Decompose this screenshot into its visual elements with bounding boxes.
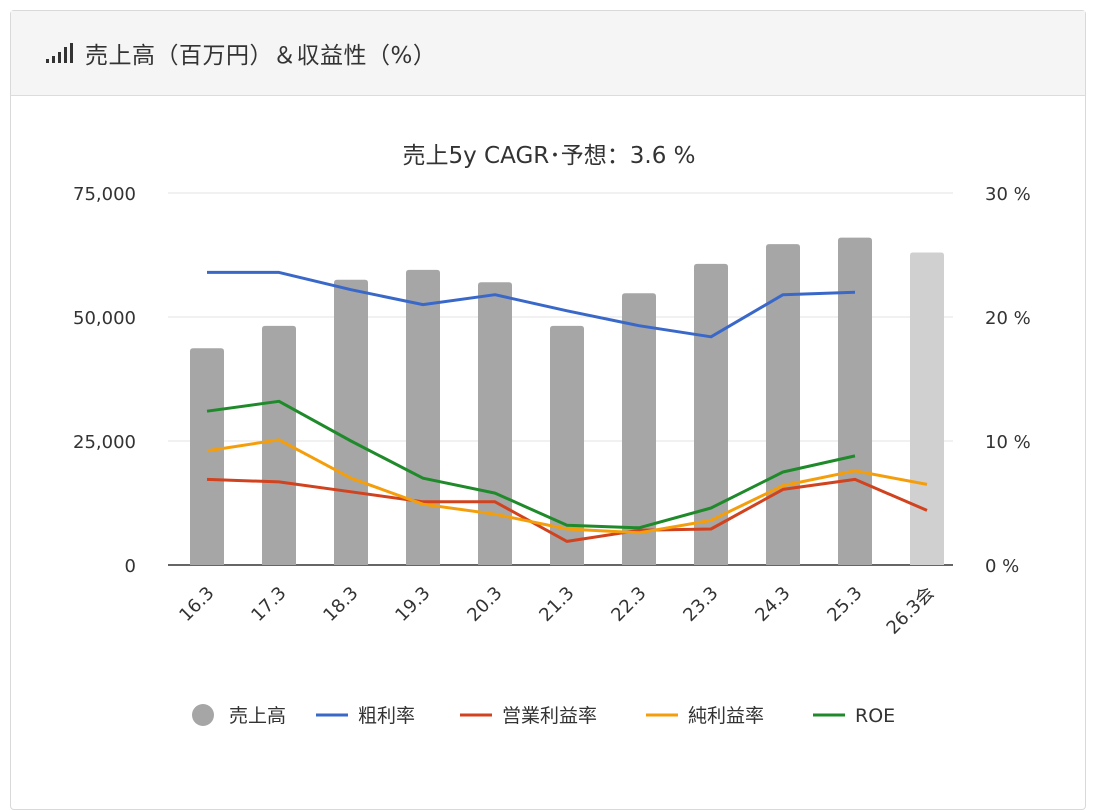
card-title: 売上高（百万円）＆収益性（%） — [85, 43, 437, 69]
signal-bars-icon — [46, 43, 73, 63]
legend-item[interactable]: ROE — [813, 705, 895, 727]
series-line-ROE[interactable] — [206, 399, 856, 530]
x-axis-tick-label: 25.3 — [823, 583, 866, 626]
sales-bar[interactable] — [622, 293, 656, 565]
left-axis-tick-label: 50,000 — [73, 308, 136, 329]
x-axis-tick-label: 23.3 — [679, 583, 722, 626]
chart-title: 売上5y CAGR･予想：3.6 % — [403, 143, 696, 169]
legend-label: ROE — [855, 705, 895, 727]
sales-bar[interactable] — [766, 244, 800, 565]
legend-label: 売上高 — [229, 705, 286, 727]
series-line-純利益率[interactable] — [206, 438, 928, 535]
sales-bar[interactable] — [838, 237, 872, 565]
chart-area: 売上5y CAGR･予想：3.6 % 0 25,000 50,000 75,000 0… — [0, 86, 1094, 805]
x-axis-tick-label: 20.3 — [463, 583, 506, 626]
legend-label: 粗利率 — [358, 705, 415, 727]
x-axis-tick-label: 17.3 — [247, 583, 290, 626]
x-axis-tick-label: 21.3 — [535, 583, 578, 626]
sales-bar[interactable] — [406, 269, 440, 565]
x-axis-tick-label: 24.3 — [751, 583, 794, 626]
sales-bar[interactable] — [550, 325, 584, 565]
legend-item[interactable]: 営業利益率 — [460, 705, 597, 727]
combo-chart: 売上5y CAGR･予想：3.6 % 0 25,000 50,000 75,000 0… — [73, 143, 1031, 727]
series-line-営業利益率[interactable] — [206, 477, 928, 543]
sales-bar[interactable] — [262, 325, 296, 565]
right-axis-tick-label: 10 % — [985, 432, 1031, 453]
legend-label: 純利益率 — [688, 705, 764, 727]
legend-item[interactable]: 純利益率 — [646, 705, 764, 727]
x-axis-tick-label: 26.3会 — [883, 583, 939, 639]
sales-bar[interactable] — [334, 279, 368, 565]
left-axis-tick-label: 75,000 — [73, 184, 136, 205]
sales-bar[interactable] — [694, 263, 728, 565]
card-header: 売上高（百万円）＆収益性（%） — [11, 11, 1085, 96]
series-line-粗利率[interactable] — [207, 270, 856, 339]
right-axis-tick-label: 30 % — [985, 184, 1031, 205]
x-axis-tick-label: 22.3 — [607, 583, 650, 626]
right-axis-tick-label: 0 % — [985, 556, 1019, 577]
chart-card: 売上高（百万円）＆収益性（%） — [10, 10, 1086, 810]
legend-item[interactable]: 粗利率 — [316, 705, 415, 727]
x-axis-tick-label: 16.3 — [175, 583, 218, 626]
legend-item[interactable]: 売上高 — [192, 704, 286, 727]
sales-bar[interactable] — [190, 348, 224, 565]
right-axis-tick-label: 20 % — [985, 308, 1031, 329]
left-axis-tick-label: 25,000 — [73, 432, 136, 453]
sales-bar[interactable] — [910, 252, 944, 565]
legend-swatch — [192, 704, 214, 726]
legend-label: 営業利益率 — [502, 705, 597, 727]
left-axis-tick-label: 0 — [125, 556, 136, 577]
sales-bar[interactable] — [478, 282, 512, 565]
x-axis-tick-label: 18.3 — [319, 583, 362, 626]
x-axis-tick-label: 19.3 — [391, 583, 434, 626]
